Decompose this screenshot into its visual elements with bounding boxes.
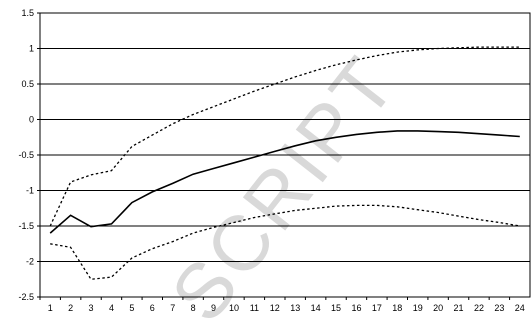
- x-tick-label: 13: [290, 303, 300, 313]
- y-tick-label: -2: [26, 257, 34, 267]
- x-tick-label: 18: [392, 303, 402, 313]
- y-tick-label: 0.5: [21, 79, 34, 89]
- x-tick-label: 6: [150, 303, 155, 313]
- x-tick-label: 12: [270, 303, 280, 313]
- x-tick-label: 17: [372, 303, 382, 313]
- x-tick-label: 23: [494, 303, 504, 313]
- y-tick-label: -1: [26, 186, 34, 196]
- x-tick-label: 8: [191, 303, 196, 313]
- x-tick-label: 5: [129, 303, 134, 313]
- y-axis-tick-labels: 1.5 1 0.5 0 -0.5 -1 -1.5 -2 -2.5: [18, 8, 34, 302]
- x-tick-label: 16: [351, 303, 361, 313]
- plot-area-border: [39, 12, 531, 298]
- series-lines: [49, 46, 520, 280]
- x-tick-label: 1: [48, 303, 53, 313]
- y-tick-label: -0.5: [18, 150, 34, 160]
- x-tick-label: 2: [68, 303, 73, 313]
- x-tick-label: 4: [109, 303, 114, 313]
- x-tick-label: 24: [515, 303, 525, 313]
- y-tick-label: 1: [29, 44, 34, 54]
- response-line: [49, 130, 520, 234]
- x-tick-label: 3: [89, 303, 94, 313]
- y-tick-label: -2.5: [18, 292, 34, 302]
- x-tick-label: 11: [250, 303, 259, 313]
- x-tick-label: 19: [413, 303, 423, 313]
- x-tick-label: 15: [331, 303, 341, 313]
- x-axis-tick-labels: 1 2 3 4 5 6 7 8 9 10 11 12 13 14 15 16 17 18 19 20 21 22 23 24: [48, 303, 525, 313]
- x-tick-label: 10: [229, 303, 239, 313]
- y-tick-label: 0: [29, 115, 34, 125]
- watermark-text: SCRIPT: [154, 39, 414, 322]
- x-tick-label: 20: [433, 303, 443, 313]
- x-tick-label: 7: [170, 303, 175, 313]
- x-tick-label: 14: [311, 303, 321, 313]
- lower-band-line: [50, 204, 520, 280]
- x-tick-label: 21: [454, 303, 464, 313]
- y-tick-label: -1.5: [18, 221, 34, 231]
- x-tick-label: 9: [211, 303, 216, 313]
- x-tick-label: 22: [474, 303, 484, 313]
- upper-band-line: [49, 46, 520, 227]
- y-tick-label: 1.5: [21, 8, 34, 18]
